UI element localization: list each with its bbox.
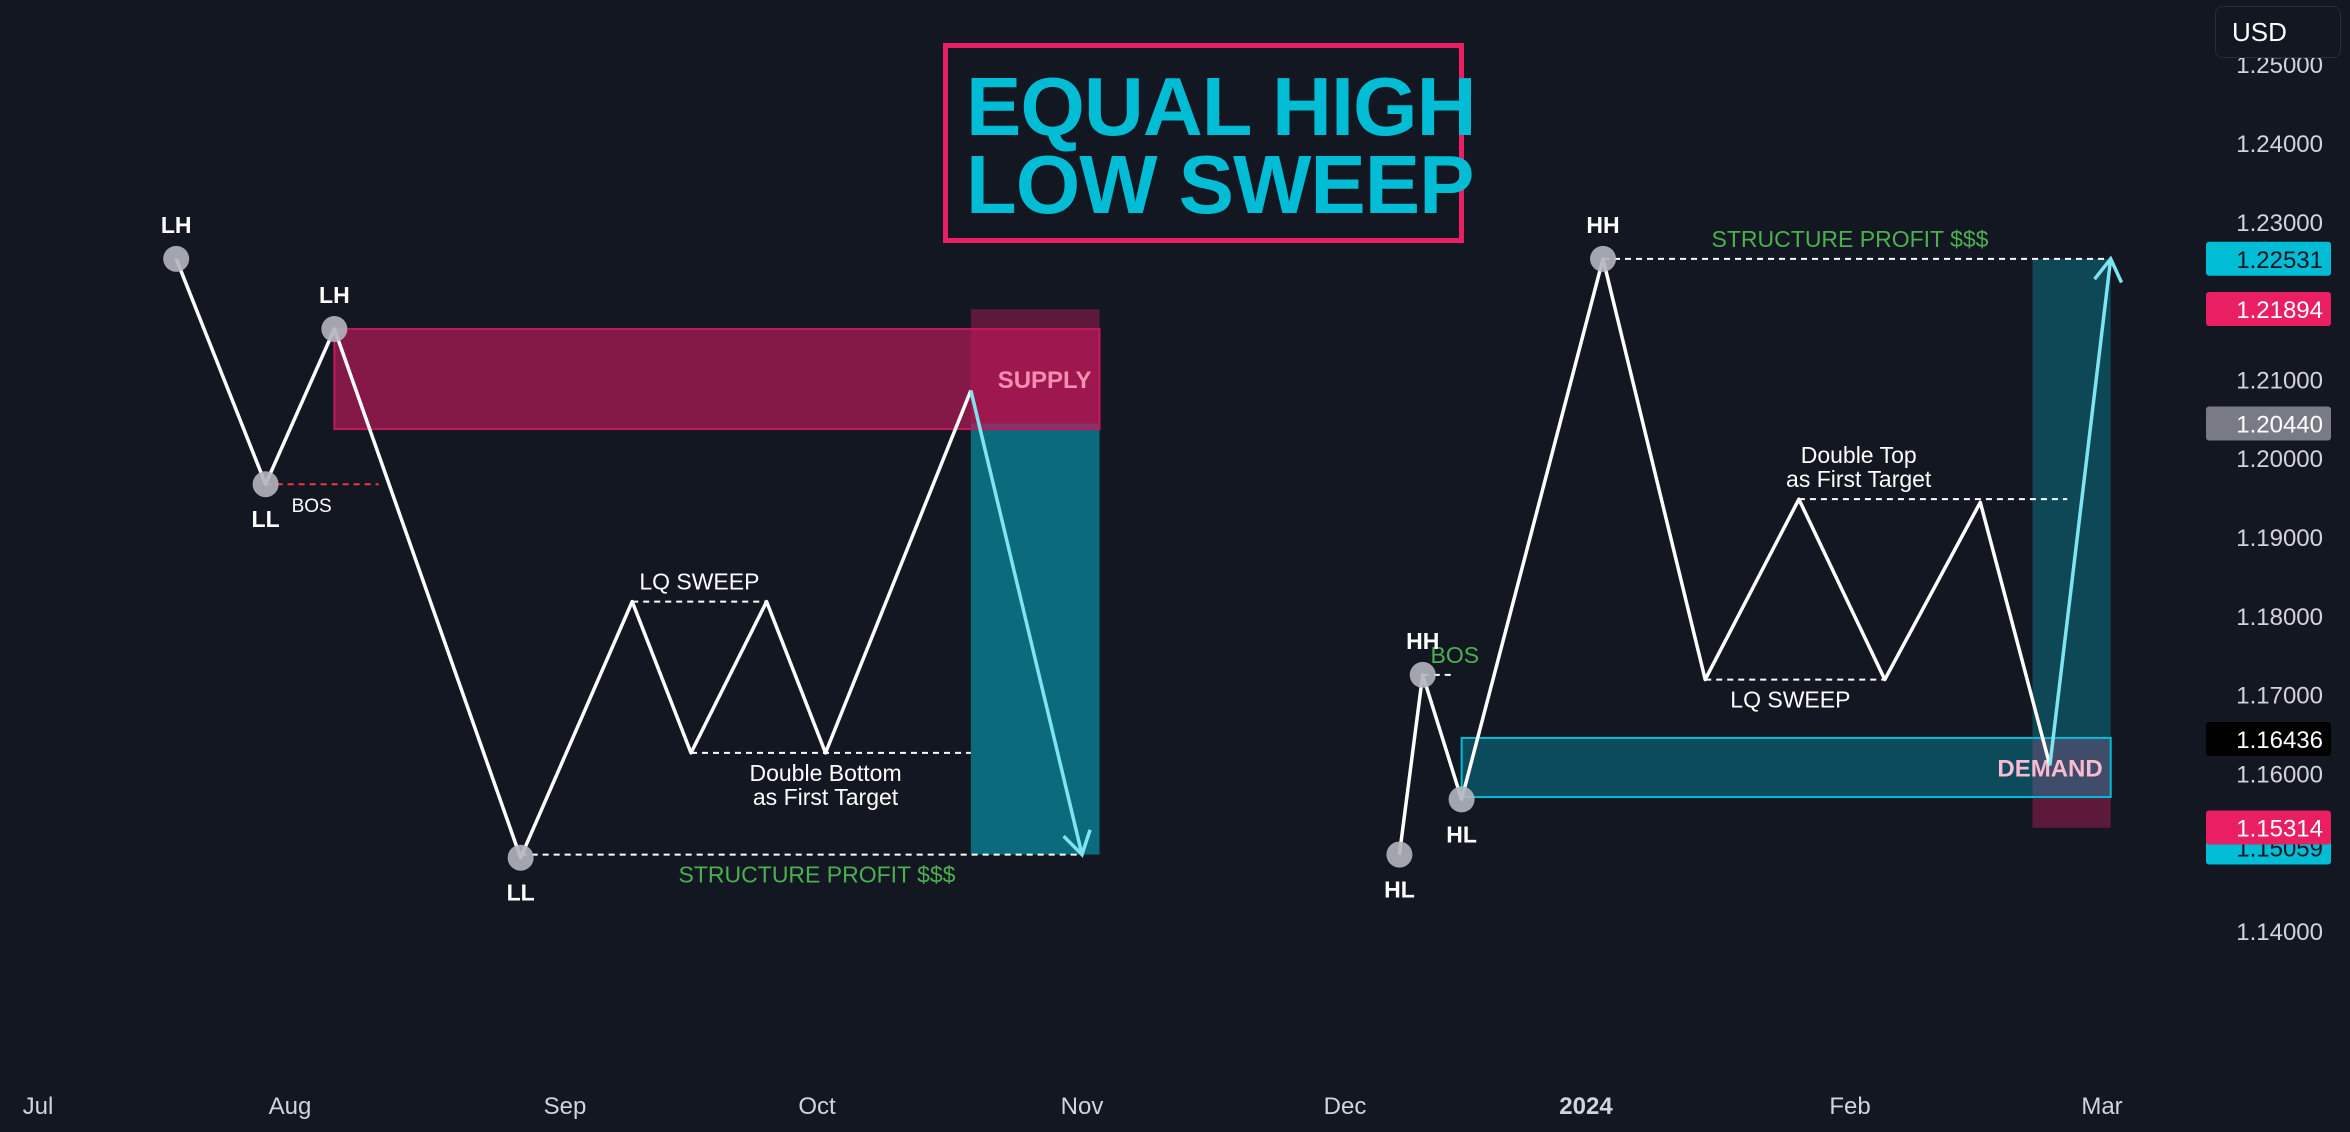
price-badge <box>2206 722 2331 757</box>
x-tick-label: Nov <box>1061 1093 1104 1120</box>
arrow-head <box>1062 829 1092 858</box>
target-box <box>970 423 1100 855</box>
chart-title-box: EQUAL HIGH LOW SWEEP <box>943 43 1477 243</box>
price-path-1[interactable] <box>174 258 973 860</box>
level-label: Double Top <box>1801 442 1917 468</box>
title-line-2: LOW SWEEP <box>966 138 1474 231</box>
price-badge-label: 1.16436 <box>2236 727 2323 754</box>
y-tick-label: 1.23000 <box>2236 210 2323 237</box>
level-label: LQ SWEEP <box>639 569 759 595</box>
currency-button[interactable]: USD <box>2215 6 2341 58</box>
x-tick-label: Oct <box>798 1093 836 1120</box>
x-tick-label: Feb <box>1829 1093 1870 1120</box>
price-badge-label: 1.15314 <box>2236 815 2323 842</box>
x-tick-label: Aug <box>269 1093 312 1120</box>
swing-label: HL <box>1384 877 1415 903</box>
title-line-1: EQUAL HIGH <box>966 60 1477 153</box>
y-tick-label: 1.18000 <box>2236 604 2323 631</box>
level-label: as First Target <box>753 784 899 810</box>
swing-point-marker[interactable] <box>1409 661 1436 688</box>
price-badge <box>2206 241 2331 276</box>
y-tick-label: 1.21000 <box>2236 367 2323 394</box>
swing-label: LH <box>319 282 350 308</box>
price-badge-label: 1.21894 <box>2236 297 2323 324</box>
x-tick-label: Jul <box>23 1093 54 1120</box>
swing-label: HH <box>1586 212 1619 238</box>
y-tick-label: 1.20000 <box>2236 446 2323 473</box>
swing-point-marker[interactable] <box>252 471 279 498</box>
y-tick-label: 1.17000 <box>2236 683 2323 710</box>
swing-point-marker[interactable] <box>1448 786 1475 813</box>
x-tick-label: Sep <box>544 1093 587 1120</box>
level-label: Double Bottom <box>749 760 901 786</box>
supply-zone-label: SUPPLY <box>998 367 1092 394</box>
y-tick-label: 1.24000 <box>2236 131 2323 158</box>
price-badge <box>2206 810 2331 845</box>
x-tick-label: 2024 <box>1559 1093 1613 1120</box>
swing-point-marker[interactable] <box>163 245 190 272</box>
level-label: LQ SWEEP <box>1730 687 1850 713</box>
swing-point-marker[interactable] <box>507 844 534 871</box>
level-label: STRUCTURE PROFIT $$$ <box>1712 226 1989 252</box>
y-tick-label: 1.19000 <box>2236 525 2323 552</box>
level-label: BOS <box>1431 642 1480 668</box>
swing-label: HH <box>1406 628 1439 654</box>
supply-zone[interactable] <box>333 327 1101 431</box>
axes-layer: 1.250001.240001.230001.220001.210001.200… <box>23 52 2331 1120</box>
swing-label: LL <box>507 880 535 906</box>
swing-point-marker[interactable] <box>1590 245 1617 272</box>
projection-arrow[interactable] <box>969 390 1084 855</box>
swing-point-marker[interactable] <box>1386 841 1413 868</box>
projection-arrow[interactable] <box>2048 258 2113 766</box>
level-label: STRUCTURE PROFIT $$$ <box>679 862 956 888</box>
price-badge-label: 1.20440 <box>2236 412 2323 439</box>
x-tick-label: Mar <box>2081 1093 2122 1120</box>
swing-label: HL <box>1446 821 1477 847</box>
arrow-head <box>2093 255 2124 284</box>
price-badge <box>2206 291 2331 326</box>
price-path-2[interactable] <box>1397 257 2052 855</box>
y-tick-label: 1.16000 <box>2236 761 2323 788</box>
level-label: BOS <box>292 496 332 517</box>
demand-zone[interactable] <box>1460 736 2112 799</box>
level-label: as First Target <box>1786 466 1932 492</box>
swing-label: LH <box>161 212 192 238</box>
price-badge <box>2206 406 2331 441</box>
y-tick-label: 1.14000 <box>2236 919 2323 946</box>
price-path-layer <box>174 255 2124 860</box>
swing-marker-layer: LH LL LH LL HL HH HL HH <box>161 212 1620 906</box>
x-tick-label: Dec <box>1324 1093 1367 1120</box>
price-badge-label: 1.22531 <box>2236 247 2323 274</box>
swing-point-marker[interactable] <box>321 315 348 342</box>
position-box-layer <box>970 258 2111 855</box>
swing-label: LL <box>252 506 280 532</box>
